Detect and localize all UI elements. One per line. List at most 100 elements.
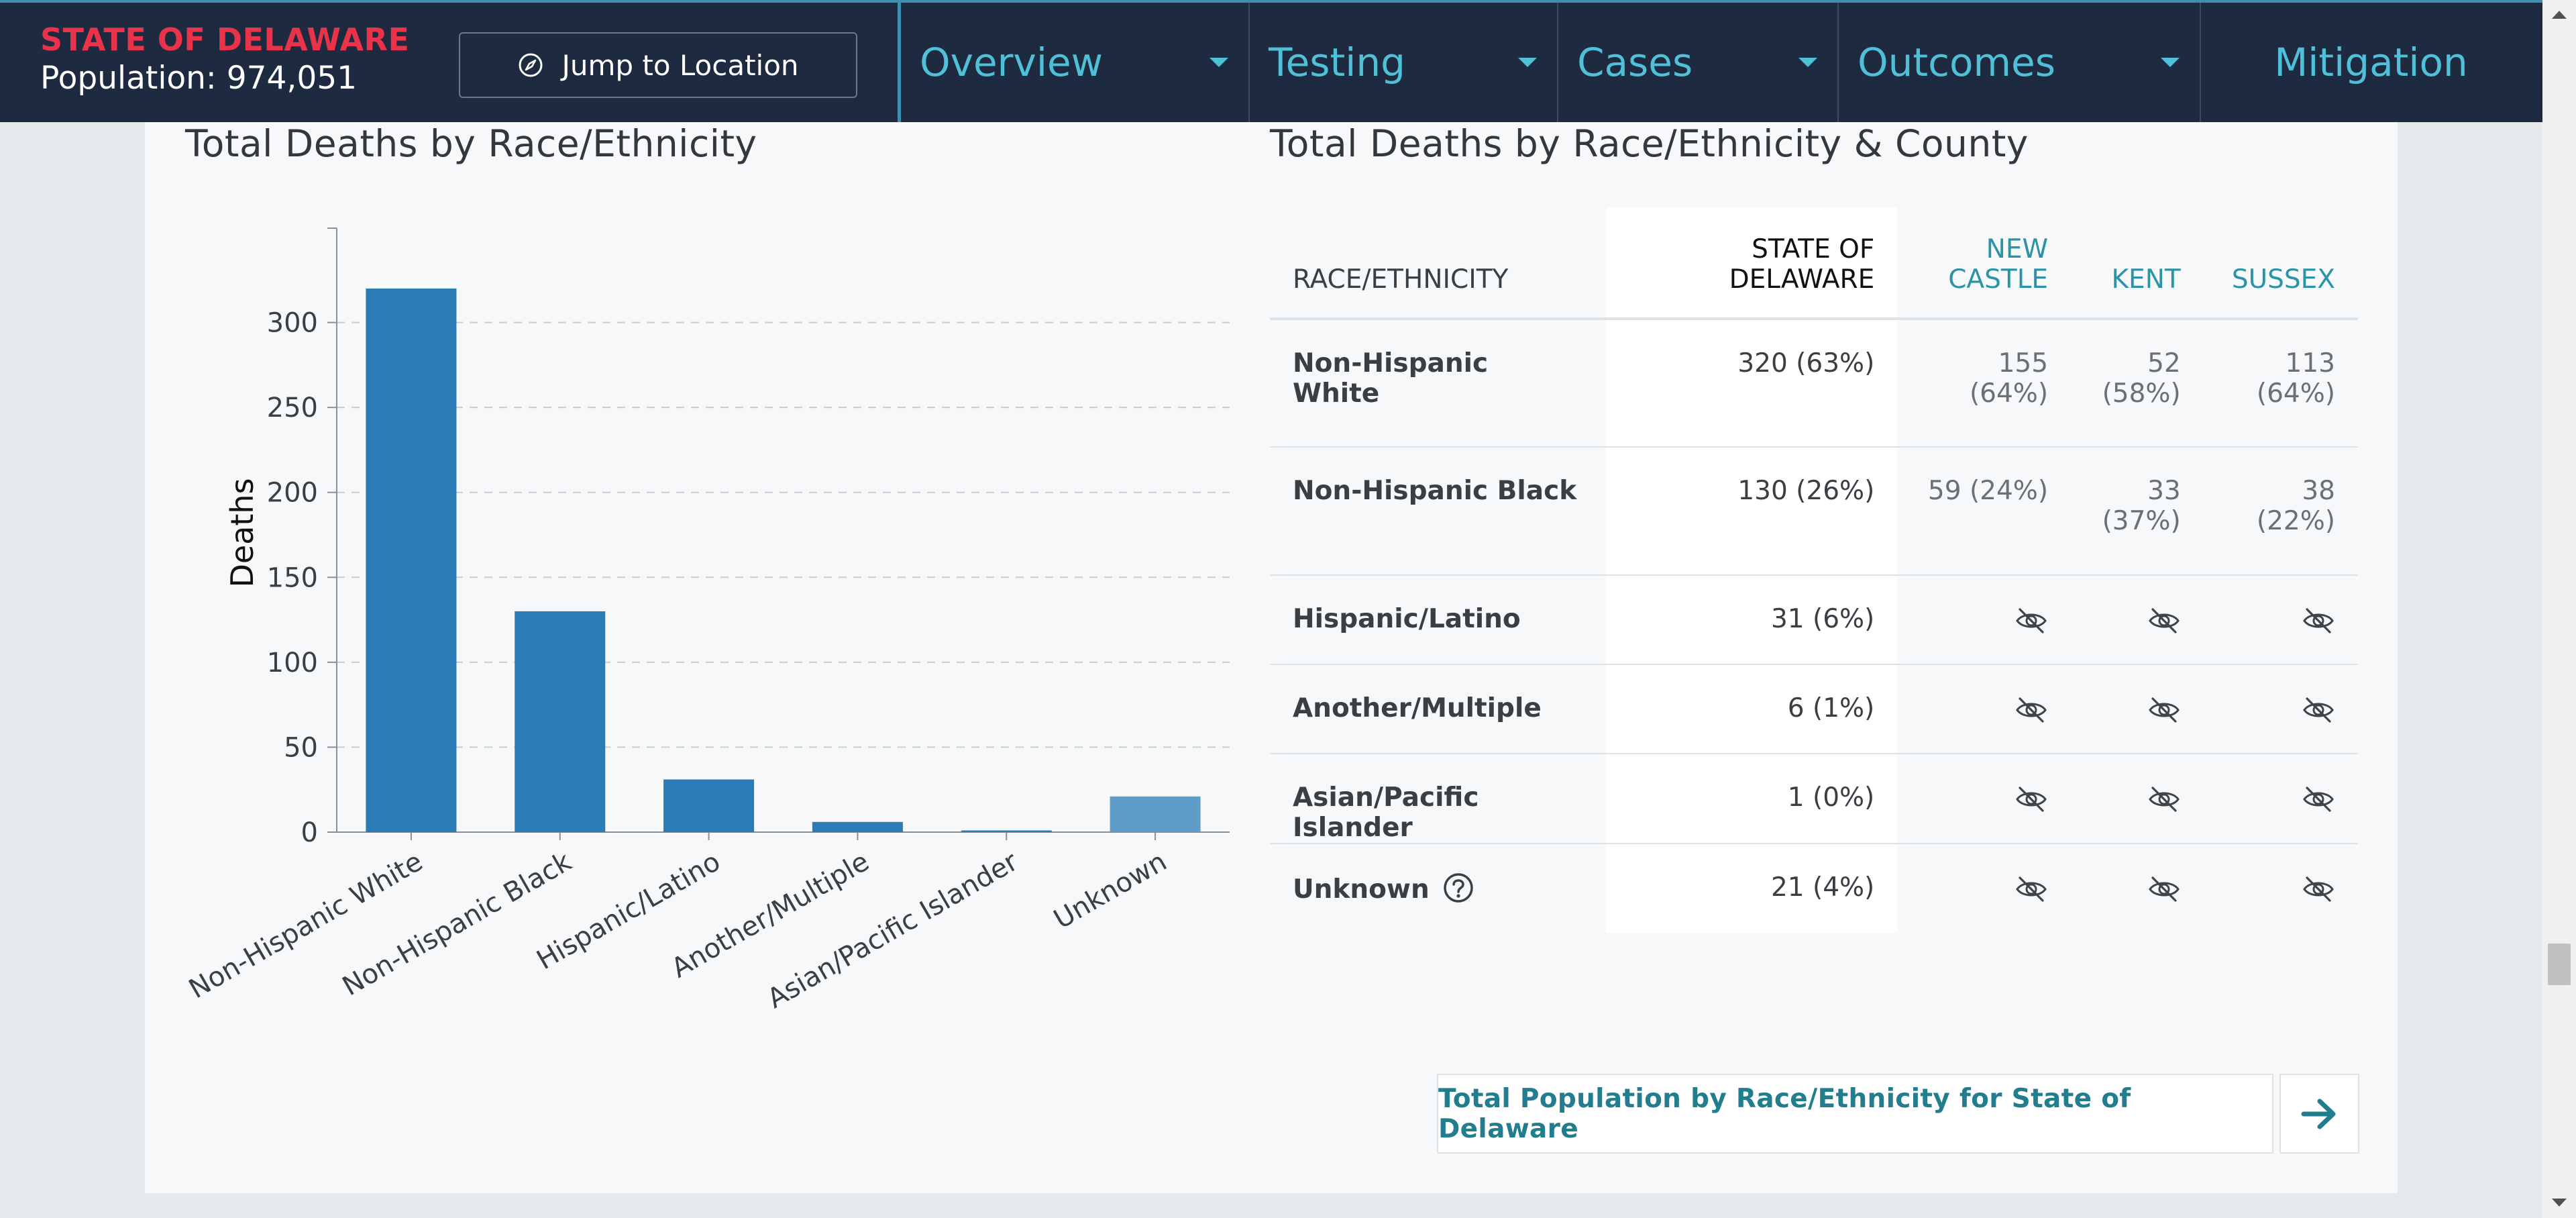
race-label: Asian/Pacific Islander <box>1293 782 1479 843</box>
eye-slash-icon <box>2016 697 2047 723</box>
x-tick-label: Asian/Pacific Islander <box>762 846 1023 1015</box>
table-row: Non-Hispanic Black 130 (26%) 59 (24%) 33 (37… <box>1270 447 2358 576</box>
race-label: Unknown <box>1293 874 1430 905</box>
kent-value-cell: 52 (58%) <box>2071 319 2204 448</box>
header-state-line1: STATE OF <box>1752 234 1875 264</box>
bar <box>366 288 457 832</box>
nav-testing[interactable]: Testing <box>1248 3 1557 122</box>
table-row: Hispanic/Latino 31 (6%) <box>1270 575 2358 665</box>
new-castle-value-cell <box>1897 664 2072 754</box>
eye-slash-icon <box>2016 786 2047 812</box>
state-value-cell: 1 (0%) <box>1606 754 1898 844</box>
header-state-line2: DELAWARE <box>1729 264 1875 295</box>
table-row: Unknown 21 (4%) <box>1270 844 2358 933</box>
table-row: Another/Multiple 6 (1%) <box>1270 664 2358 754</box>
new-castle-value-cell: 59 (24%) <box>1897 447 2072 576</box>
location-summary: STATE OF DELAWARE Population: 974,051 <box>40 20 409 98</box>
eye-slash-icon <box>2148 607 2180 633</box>
x-tick-label: Non-Hispanic White <box>184 846 428 1005</box>
nav-overview[interactable]: Overview <box>898 3 1248 122</box>
kent-value-cell: 33 (37%) <box>2071 447 2204 576</box>
kent-value-cell <box>2071 754 2204 844</box>
caret-down-icon <box>1799 58 1817 67</box>
race-label: Non-Hispanic White <box>1293 348 1489 409</box>
race-cell: Asian/Pacific Islander <box>1270 754 1607 844</box>
header-new-castle-line1: NEW <box>1986 234 2049 264</box>
race-cell: Non-Hispanic White <box>1270 319 1607 448</box>
race-label: Hispanic/Latino <box>1293 604 1521 634</box>
sussex-value-cell <box>2203 575 2358 665</box>
table-title: Total Deaths by Race/Ethnicity & County <box>1270 122 2029 165</box>
state-value-cell: 21 (4%) <box>1606 844 1898 933</box>
scroll-down-icon[interactable] <box>2552 1199 2567 1207</box>
state-name: STATE OF DELAWARE <box>40 21 410 58</box>
main-nav: Overview Testing Cases Outcomes Mitigati… <box>898 3 2542 122</box>
y-tick-label: 300 <box>267 308 318 339</box>
scroll-up-icon[interactable] <box>2552 11 2567 19</box>
deaths-bar-chart: 0 50 100 150 200 250 300 Deaths Non-Hispanic Whi… <box>184 227 1230 1015</box>
new-castle-value-cell <box>1897 575 2072 665</box>
state-value-cell: 320 (63%) <box>1606 319 1898 448</box>
nav-testing-label: Testing <box>1269 40 1405 85</box>
race-cell: Unknown <box>1270 844 1606 933</box>
help-question-icon[interactable] <box>1443 872 1474 903</box>
scroll-thumb[interactable] <box>2548 944 2571 985</box>
header-kent: KENT <box>2071 207 2204 320</box>
header-sussex: SUSSEX <box>2203 207 2358 320</box>
eye-slash-icon <box>2303 607 2334 633</box>
table-row: Asian/Pacific Islander 1 (0%) <box>1270 754 2358 844</box>
county-value-line: 113 <box>2285 348 2335 378</box>
bar <box>812 821 903 832</box>
arrow-right-icon <box>2301 1099 2335 1129</box>
state-value-cell: 6 (1%) <box>1606 664 1898 754</box>
nav-mitigation-label: Mitigation <box>2274 40 2468 85</box>
eye-slash-icon <box>2016 607 2047 633</box>
county-value-line: 33 <box>2147 476 2181 506</box>
jump-to-location-button[interactable]: Jump to Location <box>459 32 857 98</box>
race-label: Non-Hispanic Black <box>1293 476 1577 506</box>
y-tick-label: 50 <box>284 732 318 763</box>
y-tick-label: 250 <box>267 393 318 423</box>
table-row: Non-Hispanic White 320 (63%) 155 (64%) 52 (5… <box>1270 319 2358 448</box>
eye-slash-icon <box>2148 786 2180 812</box>
state-value-cell: 130 (26%) <box>1606 447 1898 576</box>
caret-down-icon <box>1210 58 1228 67</box>
kent-value-cell <box>2071 844 2204 933</box>
county-value-line: (64%) <box>2256 378 2335 409</box>
new-castle-value-cell <box>1897 754 2072 844</box>
county-value-line: 38 (22%) <box>2256 476 2335 536</box>
x-tick-label: Unknown <box>1049 846 1172 935</box>
state-population: Population: 974,051 <box>40 60 358 97</box>
y-tick-label: 200 <box>267 478 318 509</box>
population-by-race-link[interactable]: Total Population by Race/Ethnicity for S… <box>1437 1074 2273 1154</box>
county-value-line: (58%) <box>2102 378 2181 409</box>
eye-slash-icon <box>2303 876 2334 902</box>
compass-icon <box>519 53 543 77</box>
eye-slash-icon <box>2303 786 2334 812</box>
bar <box>515 611 606 832</box>
header-new-castle: NEW CASTLE <box>1897 207 2072 320</box>
race-label: Another/Multiple <box>1293 693 1542 723</box>
y-axis-label: Deaths <box>224 478 260 587</box>
y-tick-label: 150 <box>267 562 318 593</box>
caret-down-icon <box>1518 58 1537 67</box>
nav-mitigation[interactable]: Mitigation <box>2200 3 2542 122</box>
state-value-cell: 31 (6%) <box>1606 575 1898 665</box>
sussex-value-cell <box>2203 664 2358 754</box>
nav-outcomes[interactable]: Outcomes <box>1837 3 2200 122</box>
county-value-line: (37%) <box>2102 506 2181 536</box>
nav-cases-label: Cases <box>1577 40 1693 85</box>
new-castle-value-cell <box>1897 844 2071 933</box>
bar <box>1110 796 1201 832</box>
race-cell: Non-Hispanic Black <box>1270 447 1607 576</box>
page-scrollbar[interactable] <box>2542 0 2576 1218</box>
eye-slash-icon <box>2148 876 2180 902</box>
header-new-castle-line2: CASTLE <box>1948 264 2049 295</box>
header-race: RACE/ETHNICITY <box>1270 207 1607 320</box>
deaths-by-county-table: RACE/ETHNICITY STATE OF DELAWARE NEW CAS… <box>1270 207 2358 933</box>
nav-cases[interactable]: Cases <box>1557 3 1837 122</box>
sussex-value-cell: 113 (64%) <box>2203 319 2358 448</box>
race-cell: Hispanic/Latino <box>1270 575 1607 665</box>
y-tick-label: 100 <box>267 648 318 678</box>
population-link-arrow-button[interactable] <box>2279 1074 2359 1154</box>
